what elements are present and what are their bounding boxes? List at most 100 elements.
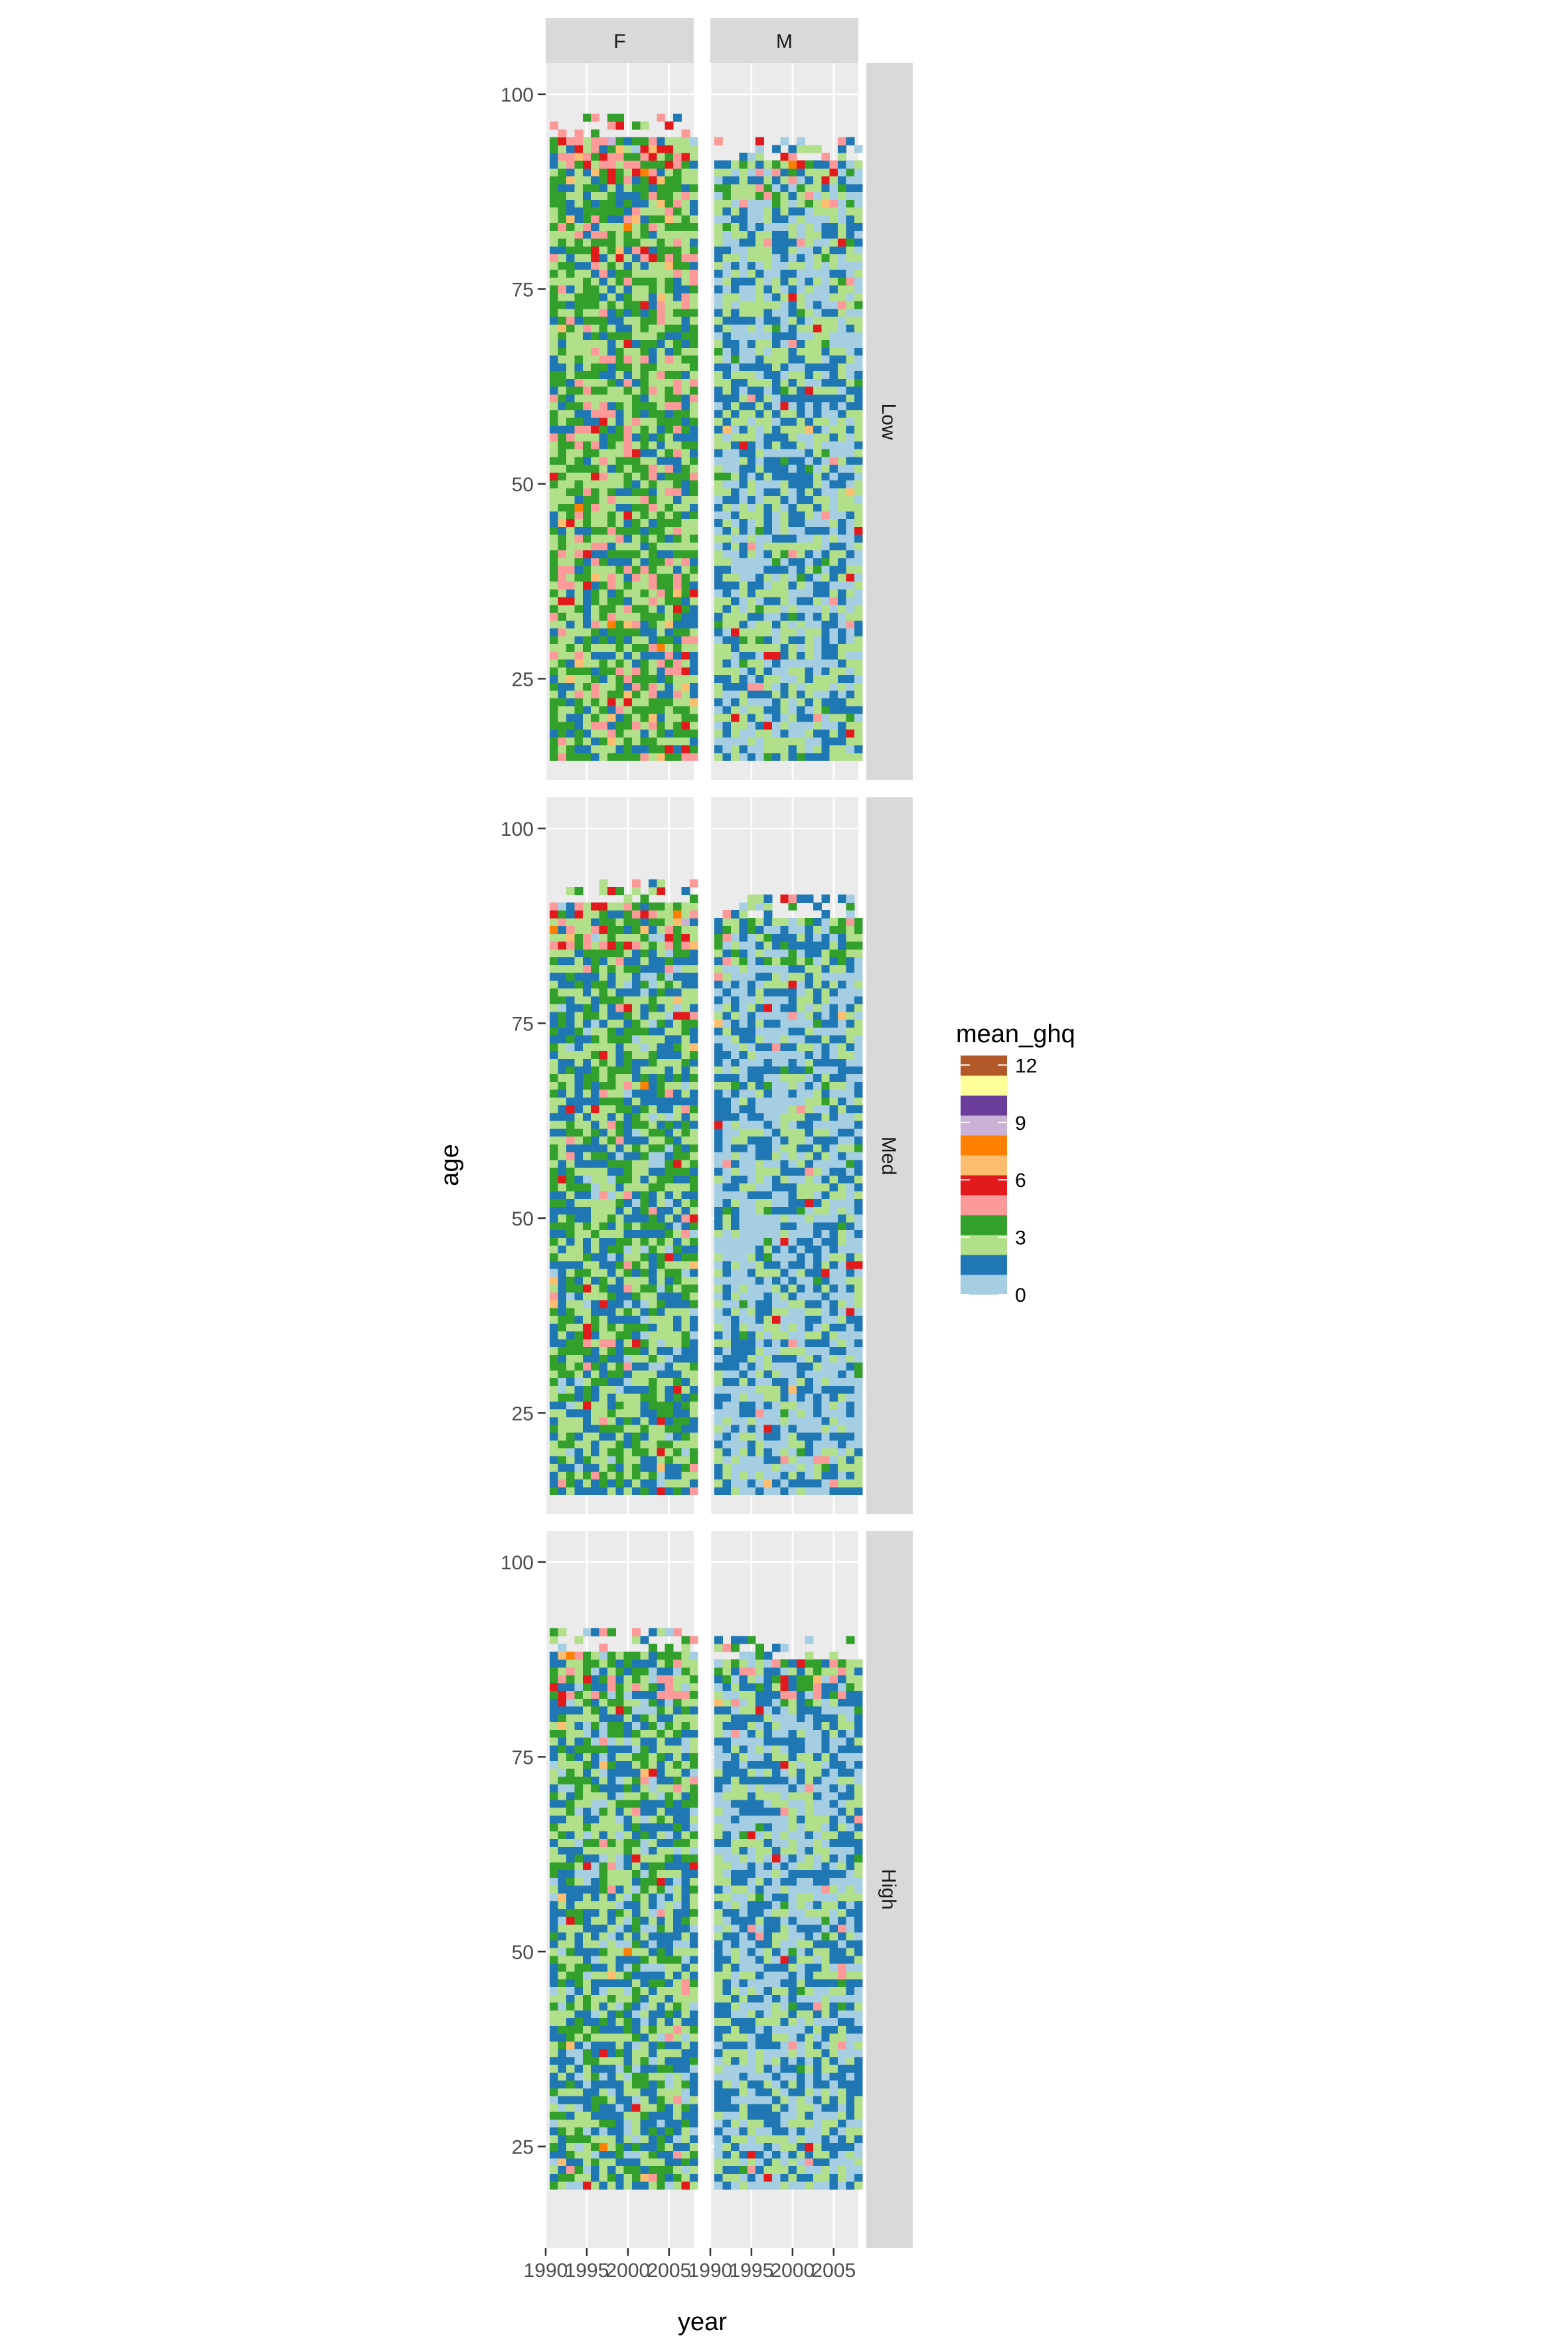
heat-cell bbox=[763, 277, 773, 286]
heat-cell bbox=[739, 1073, 748, 1082]
heat-cell bbox=[632, 682, 641, 691]
heat-cell bbox=[591, 1050, 600, 1059]
heat-cell bbox=[771, 1393, 781, 1402]
heat-cell bbox=[550, 456, 559, 465]
heat-cell bbox=[558, 370, 567, 379]
heat-cell bbox=[673, 160, 682, 169]
heat-cell bbox=[722, 1471, 732, 1480]
heat-cell bbox=[640, 1276, 649, 1285]
heat-cell bbox=[780, 1245, 789, 1254]
heat-cell bbox=[615, 137, 625, 145]
heat-cell bbox=[632, 441, 641, 449]
heat-cell bbox=[558, 207, 567, 216]
heat-cell bbox=[747, 1331, 756, 1340]
heat-cell bbox=[615, 949, 625, 958]
heat-cell bbox=[640, 1144, 649, 1152]
heat-cell bbox=[566, 418, 575, 426]
heat-cell bbox=[681, 534, 690, 543]
heat-cell bbox=[829, 347, 838, 356]
heat-cell bbox=[763, 301, 773, 309]
heat-cell bbox=[722, 1159, 732, 1168]
heat-cell bbox=[846, 511, 855, 520]
heat-cell bbox=[566, 1401, 575, 1410]
heat-cell bbox=[591, 238, 600, 247]
heat-cell bbox=[755, 690, 765, 699]
heat-cell bbox=[730, 1269, 740, 1277]
heat-cell bbox=[615, 933, 625, 942]
heat-cell bbox=[838, 254, 846, 262]
heat-cell bbox=[607, 1425, 616, 1433]
heat-cell bbox=[821, 301, 830, 309]
heat-cell bbox=[755, 199, 765, 208]
heat-cell bbox=[615, 378, 625, 387]
heat-cell bbox=[607, 988, 616, 996]
heat-cell bbox=[747, 339, 756, 348]
heat-cell bbox=[591, 518, 600, 527]
heat-cell bbox=[657, 1425, 666, 1433]
heat-cell bbox=[714, 973, 724, 981]
heat-cell bbox=[755, 612, 765, 621]
heat-cell bbox=[763, 566, 773, 574]
heat-cell bbox=[714, 168, 724, 177]
heat-cell bbox=[747, 386, 756, 395]
heat-cell bbox=[632, 581, 641, 589]
heat-cell bbox=[550, 698, 559, 706]
heat-cell bbox=[714, 1479, 724, 1488]
heat-cell bbox=[550, 917, 559, 927]
heat-cell bbox=[763, 902, 773, 911]
heat-cell bbox=[657, 1058, 666, 1067]
heat-cell bbox=[854, 207, 863, 216]
heat-cell bbox=[574, 1269, 584, 1277]
heat-cell bbox=[632, 238, 641, 247]
heat-cell bbox=[771, 737, 781, 745]
heat-cell bbox=[640, 1206, 649, 1215]
heat-cell bbox=[665, 1362, 674, 1371]
heat-cell bbox=[558, 1089, 567, 1098]
heat-cell bbox=[574, 1346, 584, 1355]
heat-cell bbox=[854, 433, 863, 441]
heat-cell bbox=[623, 737, 633, 745]
heat-cell bbox=[739, 1269, 748, 1277]
heat-cell bbox=[755, 1042, 765, 1052]
heat-cell bbox=[599, 706, 608, 714]
heat-cell bbox=[673, 1463, 682, 1472]
heat-cell bbox=[550, 183, 559, 193]
heat-cell bbox=[689, 316, 698, 325]
heat-cell bbox=[846, 316, 855, 325]
heat-cell bbox=[763, 690, 773, 699]
heat-cell bbox=[591, 456, 600, 465]
heat-cell bbox=[673, 674, 682, 683]
heat-cell bbox=[582, 1307, 591, 1316]
heat-cell bbox=[566, 324, 575, 333]
heat-cell bbox=[821, 558, 830, 566]
heat-cell bbox=[689, 449, 698, 457]
heat-cell bbox=[591, 550, 600, 558]
panel-M-Med bbox=[709, 797, 863, 1514]
heat-cell bbox=[805, 370, 814, 379]
heat-cell bbox=[615, 917, 625, 927]
heat-cell bbox=[558, 518, 567, 527]
heat-cell bbox=[813, 230, 822, 239]
heat-cell bbox=[566, 917, 575, 927]
heat-cell bbox=[813, 682, 822, 691]
heat-cell bbox=[838, 183, 846, 193]
heat-cell bbox=[755, 511, 765, 520]
heat-cell bbox=[747, 238, 756, 247]
heat-cell bbox=[558, 410, 567, 418]
heat-cell bbox=[813, 706, 822, 714]
heat-cell bbox=[550, 1004, 559, 1012]
heat-cell bbox=[722, 1206, 732, 1215]
heat-cell bbox=[591, 745, 600, 753]
heat-cell bbox=[673, 1050, 682, 1059]
heat-cell bbox=[730, 1073, 740, 1082]
heat-cell bbox=[623, 550, 633, 558]
heat-cell bbox=[574, 176, 584, 185]
heat-cell bbox=[558, 339, 567, 348]
heat-cell bbox=[689, 589, 698, 597]
heat-cell bbox=[797, 176, 805, 185]
heat-cell bbox=[648, 597, 657, 605]
heat-cell bbox=[689, 1050, 698, 1059]
heat-cell bbox=[582, 1432, 591, 1441]
heat-cell bbox=[640, 1385, 649, 1394]
heat-cell bbox=[599, 698, 608, 706]
